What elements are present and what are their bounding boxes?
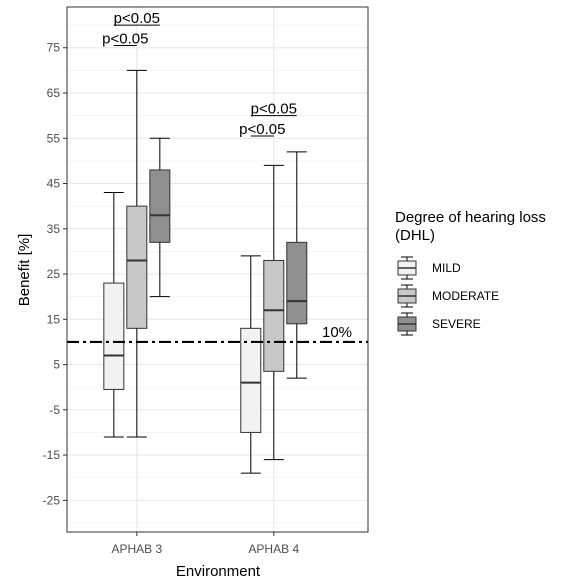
x-tick-label: APHAB 4 [248,542,299,556]
legend-key-mild [397,256,417,280]
significance-label: p<0.05 [114,10,160,27]
y-tick-label: 65 [47,86,61,100]
y-tick-label: 45 [47,177,61,191]
legend-key-severe [397,312,417,336]
box-iqr [149,169,171,243]
significance-annotation: p<0.05 [102,30,148,47]
panel-background [67,7,368,532]
panel-border [66,6,369,533]
legend-label: MODERATE [432,289,499,303]
box-mild-1 [103,192,125,438]
box-severe-1 [149,137,171,298]
significance-label: p<0.05 [102,30,148,47]
legend-label: MILD [432,261,461,275]
x-axis: APHAB 3 APHAB 4 [111,532,299,556]
y-axis: -25 -15 -5 5 15 25 35 45 55 65 75 [43,41,67,507]
y-tick-label: -25 [43,493,61,507]
y-tick-label: -15 [43,448,61,462]
box-moderate-2 [263,164,285,461]
annotations: p<0.05 p<0.05 p<0.05 p<0.05 [102,10,297,138]
legend-title: Degree of hearing loss [395,209,546,226]
box-moderate-1 [126,69,148,438]
x-tick-label: APHAB 3 [111,542,162,556]
legend-label: SEVERE [432,317,481,331]
box-mild-2 [240,255,262,474]
boxes [103,69,308,474]
box-iqr [103,282,125,390]
legend-key-moderate [397,284,417,308]
y-tick-label: 55 [47,131,61,145]
significance-annotation: p<0.05 [251,101,297,118]
significance-label: p<0.05 [239,121,285,138]
reference-line-label: 10% [322,324,352,341]
significance-annotation: p<0.05 [239,121,285,138]
box-severe-2 [286,151,308,379]
y-tick-label: 5 [53,358,60,372]
box-iqr [263,259,285,372]
box-iqr [126,205,148,329]
legend: Degree of hearing loss(DHL) MILD MODERATE S… [395,209,546,336]
box-iqr [286,241,308,325]
y-tick-label: -5 [49,403,60,417]
y-tick-label: 35 [47,222,61,236]
y-tick-label: 25 [47,267,61,281]
reference-line-group: 10% [67,324,368,344]
significance-annotation: p<0.05 [114,10,160,27]
significance-label: p<0.05 [251,101,297,118]
box-iqr [240,327,262,433]
y-tick-label: 75 [47,41,61,55]
legend-title: (DHL) [395,227,435,244]
y-axis-title: Benefit [%] [16,234,33,307]
x-axis-title: Environment [176,563,261,580]
y-tick-label: 15 [47,312,61,326]
